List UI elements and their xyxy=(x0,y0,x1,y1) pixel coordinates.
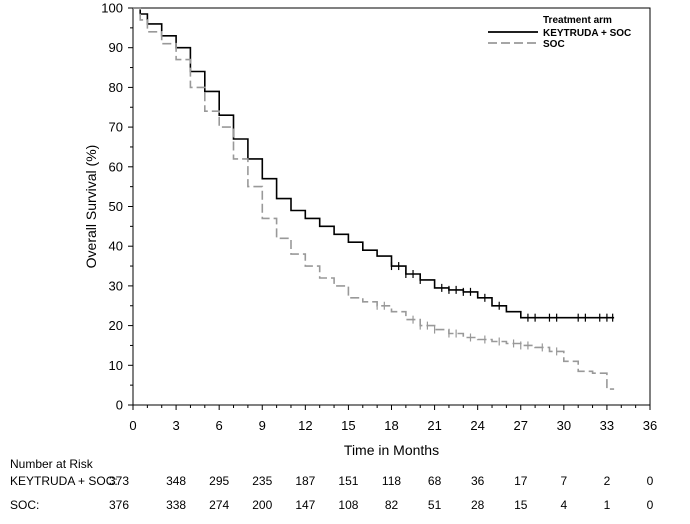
risk-row-label: KEYTRUDA + SOC: xyxy=(10,474,118,488)
risk-value: 0 xyxy=(647,474,654,488)
x-tick-label: 27 xyxy=(514,418,528,433)
x-tick-label: 0 xyxy=(129,418,136,433)
x-tick-label: 36 xyxy=(643,418,657,433)
risk-value: 187 xyxy=(295,474,315,488)
x-axis-label: Time in Months xyxy=(344,442,439,458)
risk-value: 2 xyxy=(604,474,611,488)
risk-value: 36 xyxy=(471,474,485,488)
risk-value: 295 xyxy=(209,474,229,488)
x-tick-label: 12 xyxy=(298,418,312,433)
legend-title: Treatment arm xyxy=(543,15,612,26)
x-tick-label: 6 xyxy=(216,418,223,433)
risk-row-label: SOC: xyxy=(10,498,39,512)
x-tick-label: 15 xyxy=(341,418,355,433)
y-tick-label: 10 xyxy=(109,358,123,373)
y-tick-label: 20 xyxy=(109,318,123,333)
risk-value: 373 xyxy=(109,474,129,488)
risk-value: 235 xyxy=(252,474,272,488)
survival-curves xyxy=(133,7,615,390)
risk-value: 17 xyxy=(514,474,528,488)
series-line-soc xyxy=(133,7,615,390)
x-tick-label: 18 xyxy=(384,418,398,433)
y-tick-label: 30 xyxy=(109,278,123,293)
series-line-keytruda-soc xyxy=(133,7,615,319)
risk-value: 1 xyxy=(604,498,611,512)
risk-value: 348 xyxy=(166,474,186,488)
risk-value: 108 xyxy=(338,498,358,512)
y-tick-label: 40 xyxy=(109,239,123,254)
x-tick-label: 21 xyxy=(427,418,441,433)
x-tick-label: 3 xyxy=(172,418,179,433)
risk-value: 118 xyxy=(382,474,401,488)
risk-value: 15 xyxy=(514,498,528,512)
risk-value: 4 xyxy=(560,498,567,512)
risk-value: 147 xyxy=(295,498,315,512)
legend-entry: SOC xyxy=(543,39,565,50)
risk-value: 28 xyxy=(471,498,485,512)
risk-value: 0 xyxy=(647,498,654,512)
risk-value: 151 xyxy=(338,474,358,488)
risk-value: 51 xyxy=(428,498,442,512)
y-tick-label: 0 xyxy=(116,398,123,413)
risk-value: 274 xyxy=(209,498,229,512)
y-tick-label: 50 xyxy=(109,199,123,214)
y-axis-label: Overall Survival (%) xyxy=(83,145,99,269)
risk-value: 7 xyxy=(560,474,567,488)
x-tick-label: 24 xyxy=(470,418,484,433)
x-tick-label: 30 xyxy=(557,418,571,433)
y-tick-label: 70 xyxy=(109,120,123,135)
risk-value: 68 xyxy=(428,474,442,488)
x-tick-label: 33 xyxy=(600,418,614,433)
risk-value: 82 xyxy=(385,498,399,512)
legend-entry: KEYTRUDA + SOC xyxy=(543,28,631,39)
risk-table-title: Number at Risk xyxy=(10,457,94,471)
y-tick-label: 80 xyxy=(109,80,123,95)
y-tick-label: 90 xyxy=(109,40,123,55)
plot-frame xyxy=(132,7,651,406)
x-tick-label: 9 xyxy=(259,418,266,433)
risk-value: 376 xyxy=(109,498,129,512)
y-tick-label: 100 xyxy=(101,1,123,16)
risk-value: 200 xyxy=(252,498,272,512)
y-tick-label: 60 xyxy=(109,159,123,174)
risk-value: 338 xyxy=(166,498,186,512)
